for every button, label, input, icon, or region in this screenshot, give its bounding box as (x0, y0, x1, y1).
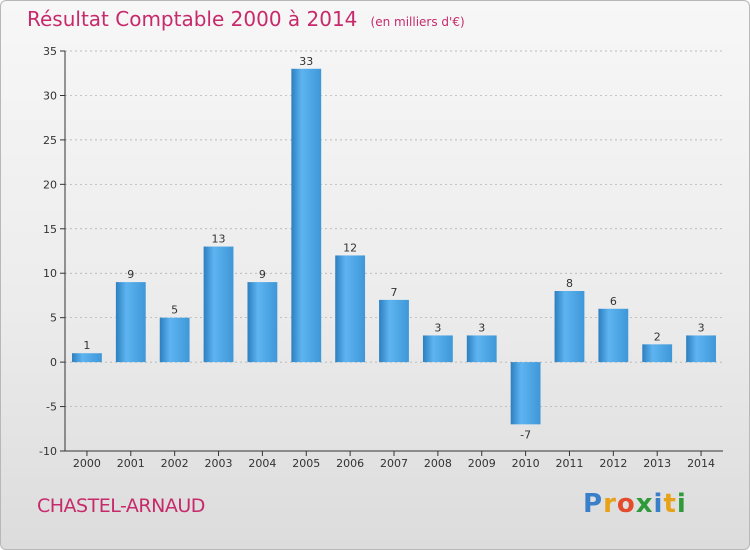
x-tick-label: 2008 (424, 457, 452, 470)
bar-2002 (159, 317, 190, 363)
logo-letter: t (663, 489, 677, 519)
x-tick-label: 2007 (380, 457, 408, 470)
grid-lines (65, 50, 723, 452)
value-label: 13 (212, 233, 226, 246)
x-tick-label: 2005 (292, 457, 320, 470)
bar-2013 (642, 344, 673, 363)
bar-2014 (686, 335, 716, 363)
chart-title: Résultat Comptable 2000 à 2014 (27, 7, 358, 31)
y-tick-label: 5 (50, 312, 57, 325)
value-label: 6 (610, 295, 617, 308)
bar-2011 (554, 291, 585, 363)
bars (72, 68, 716, 425)
logo-letter: i (676, 489, 687, 519)
x-tick-label: 2014 (687, 457, 715, 470)
logo-letter: P (583, 489, 604, 519)
logo-letter: o (616, 489, 636, 519)
x-tick-label: 2003 (205, 457, 233, 470)
x-tick-label: 2000 (73, 457, 101, 470)
y-tick-label: 25 (43, 134, 57, 147)
x-tick-label: 2001 (117, 457, 145, 470)
value-label: 1 (83, 339, 90, 352)
bar-2007 (379, 299, 409, 363)
y-tick-label: 10 (43, 267, 57, 280)
x-tick-label: 2012 (599, 457, 627, 470)
x-tick-label: 2006 (336, 457, 364, 470)
value-label: 7 (391, 286, 398, 299)
title-block: Résultat Comptable 2000 à 2014 (en milli… (27, 7, 465, 31)
y-tick-label: 0 (50, 356, 57, 369)
bar-2001 (115, 282, 146, 363)
value-label: 3 (434, 321, 441, 334)
value-label: 8 (566, 277, 573, 290)
y-tick-label: -5 (46, 401, 57, 414)
value-label: 2 (654, 330, 661, 343)
x-tick-label: 2010 (512, 457, 540, 470)
bar-2006 (335, 255, 366, 363)
y-tick-label: -10 (39, 445, 57, 458)
y-tick-label: 15 (43, 223, 57, 236)
chart-unit: (en milliers d'€) (370, 15, 465, 29)
value-label: 3 (698, 321, 705, 334)
value-label: 9 (127, 268, 134, 281)
value-label: -7 (520, 428, 531, 441)
value-label: 3 (478, 321, 485, 334)
town-name: CHASTEL-ARNAUD (37, 495, 205, 517)
logo-letter: i (653, 489, 664, 519)
bar-2009 (466, 335, 497, 363)
bar-2004 (247, 282, 278, 363)
value-label: 9 (259, 268, 266, 281)
x-tick-label: 2013 (643, 457, 671, 470)
value-label: 33 (299, 55, 313, 68)
x-tick-label: 2002 (161, 457, 189, 470)
bar-2012 (598, 308, 629, 363)
logo-letter: r (603, 489, 617, 519)
bar-2003 (203, 246, 234, 363)
y-tick-label: 20 (43, 178, 57, 191)
x-tick-label: 2009 (468, 457, 496, 470)
y-tick-label: 30 (43, 89, 57, 102)
bar-2000 (72, 353, 102, 363)
logo-letter: x (635, 489, 654, 519)
x-tick-label: 2011 (555, 457, 583, 470)
value-label: 5 (171, 304, 178, 317)
bar-2005 (291, 68, 322, 363)
bar-2008 (422, 335, 453, 363)
x-tick-label: 2004 (248, 457, 276, 470)
axes (60, 50, 723, 456)
proxiti-logo: Proxiti (583, 489, 687, 519)
bar-2010 (510, 362, 541, 425)
value-label: 12 (343, 241, 357, 254)
y-tick-label: 35 (43, 45, 57, 58)
